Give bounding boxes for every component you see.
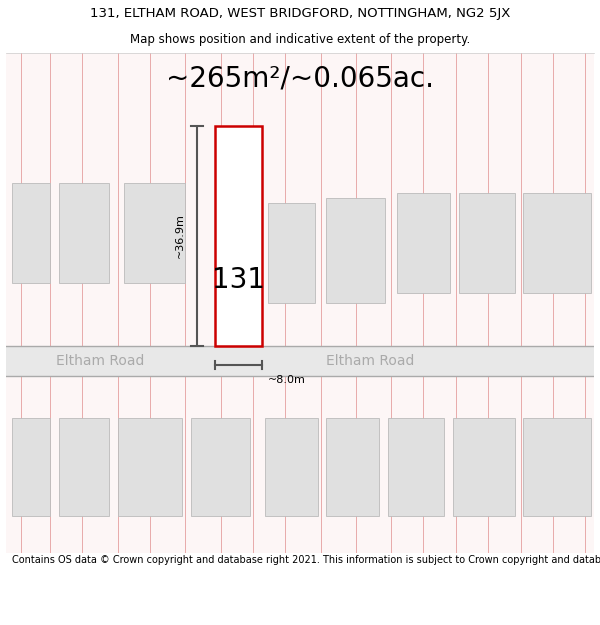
Text: Map shows position and indicative extent of the property.: Map shows position and indicative extent…	[130, 33, 470, 46]
Text: 131, ELTHAM ROAD, WEST BRIDGFORD, NOTTINGHAM, NG2 5JX: 131, ELTHAM ROAD, WEST BRIDGFORD, NOTTIN…	[90, 7, 510, 20]
Text: Contains OS data © Crown copyright and database right 2021. This information is : Contains OS data © Crown copyright and d…	[12, 554, 600, 564]
Bar	[59, 183, 109, 283]
Text: 131: 131	[212, 266, 265, 294]
Bar	[326, 198, 385, 303]
Bar	[191, 418, 250, 516]
Bar	[12, 418, 50, 516]
Bar	[12, 183, 50, 283]
Bar	[215, 126, 262, 346]
Bar	[459, 193, 515, 293]
Bar	[124, 183, 185, 283]
Bar	[453, 418, 515, 516]
Bar	[59, 418, 109, 516]
Bar	[397, 193, 450, 293]
Bar	[118, 418, 182, 516]
Bar	[523, 193, 591, 293]
Text: ~36.9m: ~36.9m	[175, 213, 184, 258]
Bar	[523, 418, 591, 516]
Text: Eltham Road: Eltham Road	[56, 354, 144, 367]
Text: ~265m²/~0.065ac.: ~265m²/~0.065ac.	[166, 64, 434, 92]
Bar	[6, 346, 594, 376]
Bar	[326, 418, 379, 516]
Bar	[388, 418, 444, 516]
Bar	[268, 203, 315, 303]
Bar	[265, 418, 317, 516]
Text: Eltham Road: Eltham Road	[326, 354, 415, 367]
Text: ~8.0m: ~8.0m	[268, 375, 305, 385]
